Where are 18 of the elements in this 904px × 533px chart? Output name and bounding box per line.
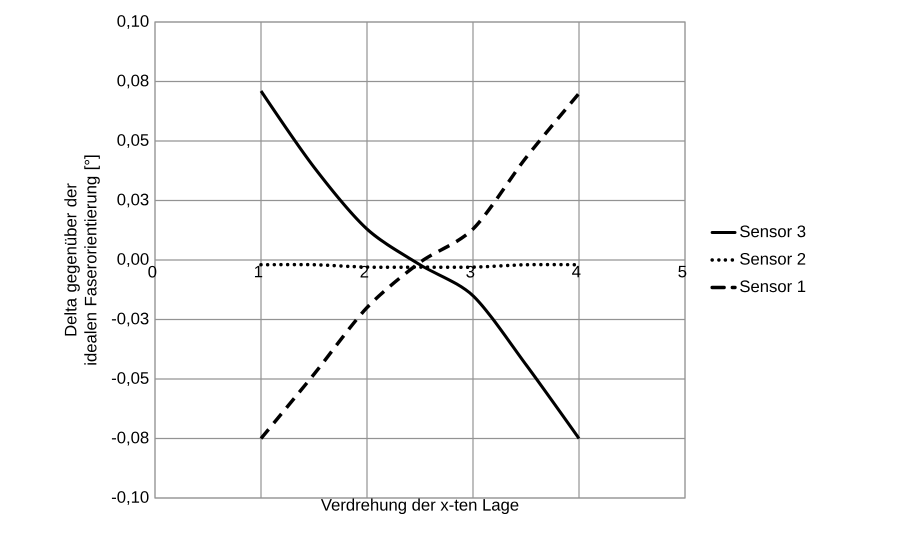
legend-label: Sensor 1 [740,280,806,292]
y-tick-label: 0,03 [117,194,148,208]
y-axis-title: Delta gegenüber der idealen Faserorientierung [°] [64,156,100,365]
x-tick-label: 5 [678,266,686,278]
x-tick-label: 4 [572,266,580,278]
y-tick-label: -0,05 [112,372,148,386]
x-axis-title: Verdrehung der x-ten Lage [320,498,518,514]
y-tick-label: 0,10 [117,15,149,29]
y-tick-label: -0,03 [112,312,148,326]
legend-label: Sensor 2 [740,252,806,265]
y-tick-label: 0,08 [117,74,148,88]
legend-label: Sensor 3 [740,225,806,238]
y-tick-label: -0,10 [112,491,149,505]
x-tick-label: 1 [254,266,262,278]
x-tick-label: 0 [148,266,156,278]
y-tick-label: -0,08 [112,432,148,446]
y-tick-label: 0,00 [117,253,149,267]
y-tick-label: 0,05 [117,134,148,148]
